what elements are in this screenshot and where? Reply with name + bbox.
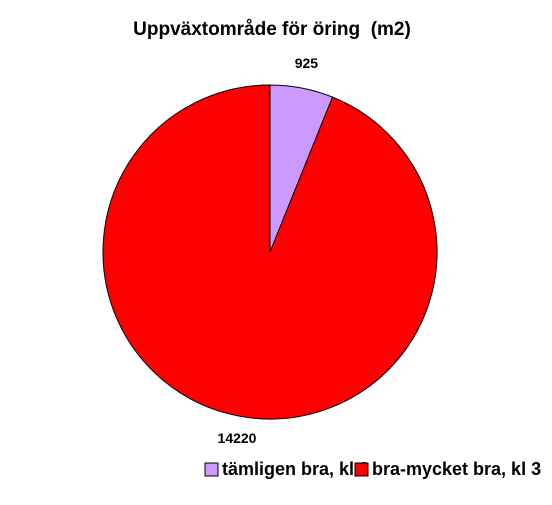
legend-swatch: [354, 462, 369, 477]
legend-label: bra-mycket bra, kl 3: [372, 459, 541, 479]
legend-label: tämligen bra, kl 2: [222, 459, 369, 479]
data-label: 925: [295, 55, 319, 71]
legend-swatch: [204, 462, 219, 477]
pie-slice: [102, 84, 438, 420]
data-label: 14220: [218, 430, 257, 446]
chart-title: Uppväxtområde för öring (m2): [133, 19, 411, 40]
